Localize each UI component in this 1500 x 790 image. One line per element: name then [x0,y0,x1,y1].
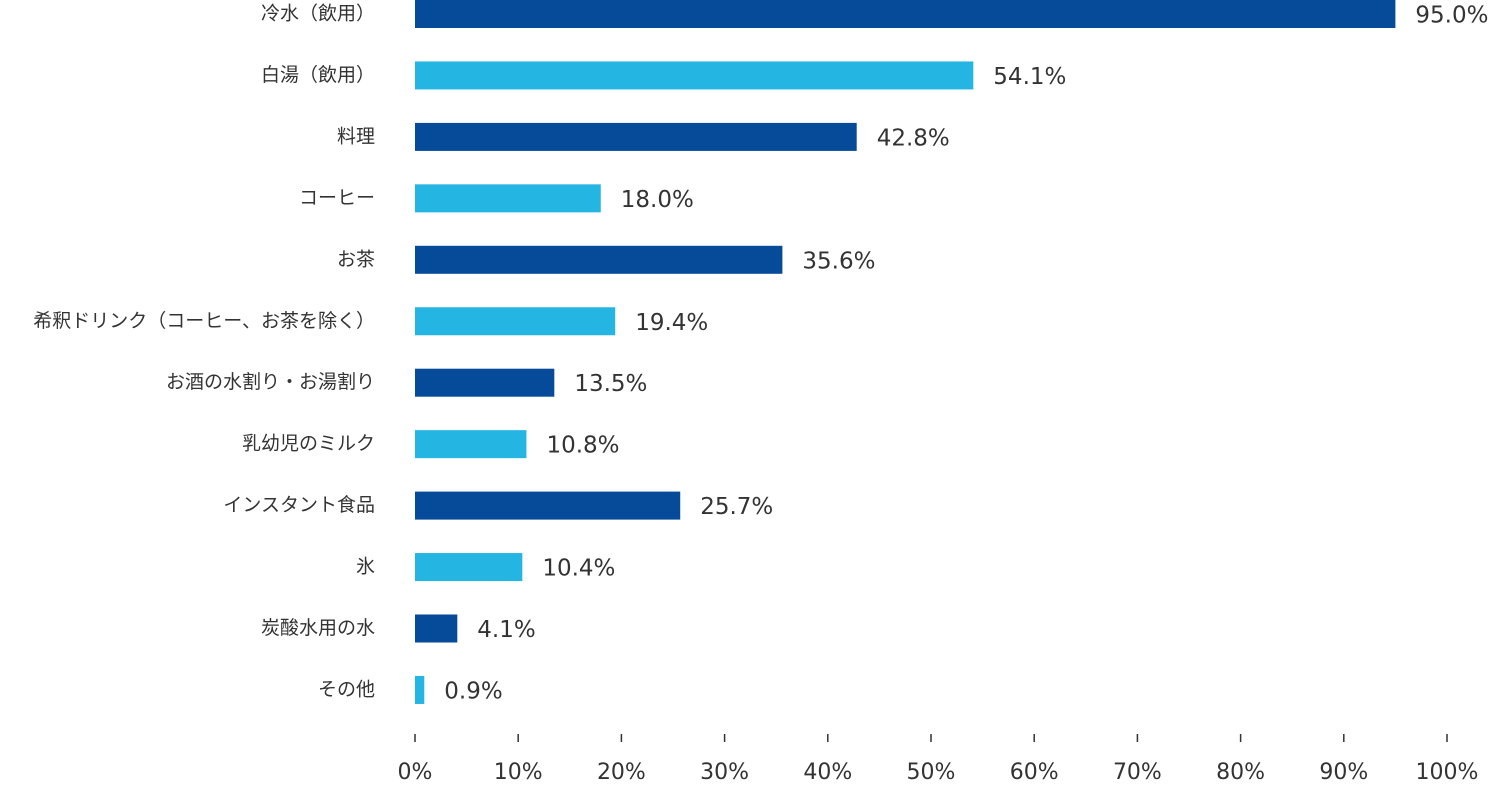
bar [415,614,458,643]
x-tick-label: 60% [1010,760,1059,785]
value-label: 25.7% [700,494,773,520]
y-tick-label: 炭酸水用の水 [261,617,375,639]
x-tick-label: 50% [907,760,956,785]
value-label: 0.9% [444,678,502,704]
y-tick-label: 冷水（飲用） [261,3,375,25]
y-tick-label: 料理 [337,125,375,147]
y-tick-label: その他 [318,678,375,700]
value-label: 18.0% [621,187,694,213]
y-tick-label: インスタント食品 [223,494,375,516]
y-tick-label: お茶 [337,248,375,270]
value-label: 19.4% [635,310,708,336]
y-tick-label: お酒の水割り・お湯割り [166,371,375,393]
y-tick-label: 氷 [356,556,375,578]
bar [415,245,783,274]
y-tick-label: 乳幼児のミルク [242,433,375,455]
x-tick-label: 30% [700,760,749,785]
bar [415,0,1396,28]
bar [415,307,616,336]
x-tick-label: 100% [1416,760,1479,785]
x-tick-label: 0% [398,760,433,785]
value-label: 42.8% [877,125,950,151]
bar [415,61,974,90]
y-tick-label: コーヒー [299,187,375,209]
value-label: 13.5% [574,371,647,397]
x-tick-label: 10% [494,760,543,785]
value-label: 95.0% [1415,3,1488,29]
bar [415,368,555,397]
bar [415,675,425,704]
y-tick-label: 希釈ドリンク（コーヒー、お茶を除く） [33,310,375,332]
x-tick-label: 80% [1216,760,1265,785]
y-tick-label: 白湯（飲用） [261,64,375,86]
value-label: 4.1% [477,617,535,643]
bar [415,430,527,459]
bar [415,184,601,213]
value-label: 54.1% [993,64,1066,90]
x-tick-label: 40% [803,760,852,785]
value-label: 10.4% [542,556,615,582]
value-label: 35.6% [802,248,875,274]
value-label: 10.8% [546,433,619,459]
bar [415,553,523,582]
bar [415,491,681,520]
x-tick-label: 70% [1113,760,1162,785]
x-tick-label: 90% [1319,760,1368,785]
bar [415,122,857,151]
x-tick-label: 20% [597,760,646,785]
